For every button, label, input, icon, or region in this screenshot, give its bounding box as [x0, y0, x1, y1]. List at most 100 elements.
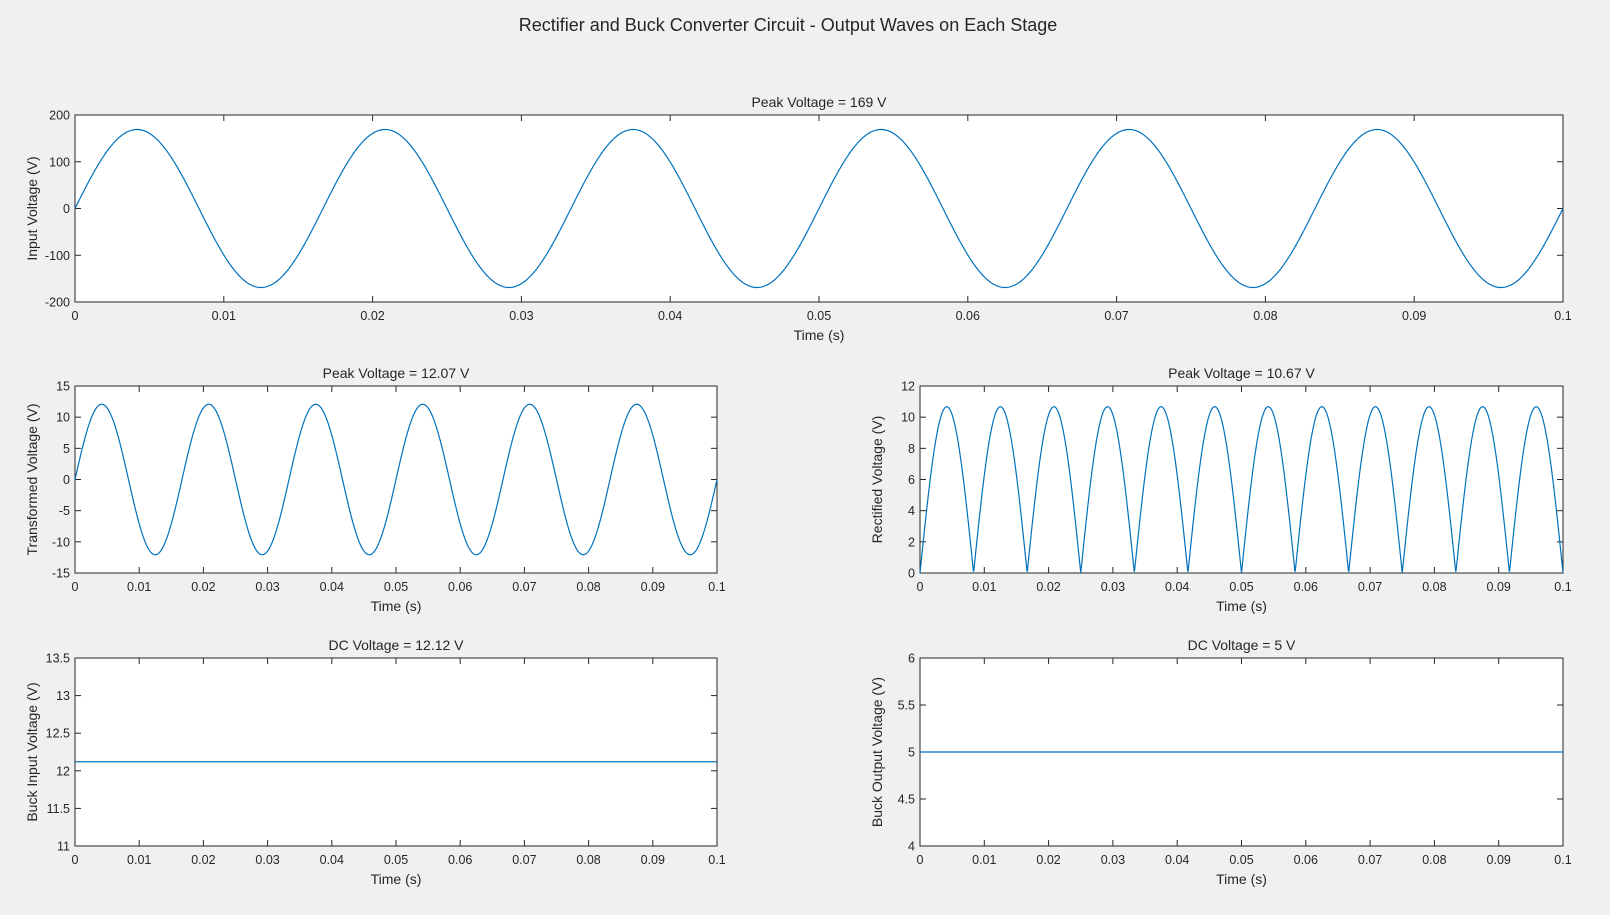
y-tick-label: 4: [908, 504, 915, 518]
series-line: [919, 406, 1564, 574]
x-tick-label: 0.05: [807, 309, 831, 323]
y-tick-label: 5: [908, 746, 915, 760]
x-tick-label: 0.08: [576, 580, 600, 594]
x-tick-label: 0: [917, 853, 924, 867]
y-tick-label: -10: [52, 535, 70, 549]
x-tick-label: 0.02: [1036, 853, 1060, 867]
x-tick-label: 0.04: [1165, 853, 1189, 867]
x-tick-label: 0.09: [1487, 853, 1511, 867]
x-tick-label: 0: [72, 853, 79, 867]
x-tick-label: 0.09: [641, 853, 665, 867]
series-line: [74, 403, 718, 556]
y-tick-label: 4.5: [898, 793, 915, 807]
x-tick-label: 0.01: [972, 853, 996, 867]
y-tick-label: 15: [56, 380, 70, 394]
figure-suptitle: Rectifier and Buck Converter Circuit - O…: [519, 15, 1058, 35]
y-tick-label: 10: [901, 411, 915, 425]
x-tick-label: 0.07: [512, 853, 536, 867]
x-tick-label: 0.01: [972, 580, 996, 594]
y-tick-label: 5: [63, 442, 70, 456]
y-tick-label: 0: [63, 473, 70, 487]
x-tick-label: 0.03: [255, 580, 279, 594]
x-tick-label: 0.05: [384, 853, 408, 867]
axes-title: DC Voltage = 12.12 V: [328, 637, 464, 653]
axes-title: DC Voltage = 5 V: [1188, 637, 1296, 653]
x-tick-label: 0.06: [1294, 580, 1318, 594]
y-tick-label: 12: [56, 764, 70, 778]
x-tick-label: 0.05: [384, 580, 408, 594]
x-tick-label: 0.02: [1036, 580, 1060, 594]
y-tick-label: 13.5: [46, 652, 70, 666]
x-tick-label: 0.06: [956, 309, 980, 323]
y-tick-label: 0: [63, 202, 70, 216]
axes-title: Peak Voltage = 169 V: [751, 94, 887, 110]
x-tick-label: 0.04: [1165, 580, 1189, 594]
axes-container: 0 0.01 0.02 0.03 0.04 0.05 0.06 0.07 0.08 0.09 0.1…: [24, 94, 1572, 887]
y-tick-label: 11: [57, 840, 70, 854]
x-tick-label: 0.08: [576, 853, 600, 867]
x-tick-label: 0.06: [1294, 853, 1318, 867]
y-tick-label: 0: [908, 567, 915, 581]
axes-title: Peak Voltage = 12.07 V: [323, 365, 470, 381]
x-axis-label: Time (s): [1216, 598, 1267, 614]
y-tick-label: 5.5: [898, 699, 915, 713]
x-tick-label: 0.06: [448, 580, 472, 594]
x-tick-label: 0.03: [509, 309, 533, 323]
axes-buck-output: 0 0.01 0.02 0.03 0.04 0.05 0.06 0.07 0.08 0.09 0.1…: [869, 637, 1572, 887]
x-tick-label: 0.1: [708, 580, 725, 594]
x-tick-label: 0.1: [1554, 853, 1571, 867]
y-tick-label: 200: [49, 109, 70, 123]
x-tick-label: 0.02: [360, 309, 384, 323]
y-axis-label: Transformed Voltage (V): [24, 404, 40, 556]
x-tick-label: 0.02: [191, 853, 215, 867]
y-tick-label: -200: [45, 296, 70, 310]
x-tick-label: 0.07: [1104, 309, 1128, 323]
y-axis-label: Rectified Voltage (V): [869, 416, 885, 544]
x-tick-label: 0.08: [1422, 853, 1446, 867]
y-axis-label: Input Voltage (V): [24, 156, 40, 260]
x-tick-label: 0.08: [1422, 580, 1446, 594]
x-tick-label: 0.03: [1101, 580, 1125, 594]
axes-title: Peak Voltage = 10.67 V: [1168, 365, 1315, 381]
x-tick-label: 0.09: [1487, 580, 1511, 594]
x-tick-label: 0.04: [320, 580, 344, 594]
y-tick-label: 11.5: [47, 802, 70, 816]
y-tick-label: 8: [908, 442, 915, 456]
x-tick-label: 0.01: [127, 580, 151, 594]
y-tick-label: 2: [908, 535, 915, 549]
x-tick-label: 0.07: [1358, 580, 1382, 594]
x-tick-label: 0: [72, 580, 79, 594]
x-tick-label: 0.05: [1229, 853, 1253, 867]
y-axis-label: Buck Output Voltage (V): [869, 677, 885, 827]
x-tick-label: 0.07: [512, 580, 536, 594]
x-tick-label: 0.09: [641, 580, 665, 594]
y-tick-label: -100: [45, 249, 70, 263]
y-tick-label: 4: [908, 840, 915, 854]
x-axis-label: Time (s): [371, 871, 422, 887]
x-tick-label: 0.02: [191, 580, 215, 594]
x-tick-label: 0.1: [1554, 580, 1571, 594]
x-tick-label: 0: [917, 580, 924, 594]
x-tick-label: 0.03: [255, 853, 279, 867]
plot-area: [74, 657, 718, 847]
axes-input: 0 0.01 0.02 0.03 0.04 0.05 0.06 0.07 0.08 0.09 0.1…: [24, 94, 1572, 343]
axes-rectified: 0 0.01 0.02 0.03 0.04 0.05 0.06 0.07 0.08 0.09 0.1…: [869, 365, 1572, 614]
y-tick-label: 6: [908, 652, 915, 666]
x-tick-label: 0.06: [448, 853, 472, 867]
x-tick-label: 0.01: [127, 853, 151, 867]
x-tick-label: 0.04: [320, 853, 344, 867]
x-tick-label: 0.1: [708, 853, 725, 867]
y-axis-label: Buck Input Voltage (V): [24, 682, 40, 821]
x-tick-label: 0.08: [1253, 309, 1277, 323]
y-tick-label: 10: [56, 411, 70, 425]
x-tick-label: 0.1: [1554, 309, 1571, 323]
x-axis-label: Time (s): [1216, 871, 1267, 887]
x-tick-label: 0.09: [1402, 309, 1426, 323]
axes-buck-input: 0 0.01 0.02 0.03 0.04 0.05 0.06 0.07 0.08 0.09 0.1…: [24, 637, 726, 887]
x-tick-label: 0.01: [212, 309, 236, 323]
series-line: [74, 128, 1564, 289]
x-axis-label: Time (s): [794, 327, 845, 343]
y-tick-label: 13: [56, 689, 70, 703]
x-tick-label: 0.04: [658, 309, 682, 323]
